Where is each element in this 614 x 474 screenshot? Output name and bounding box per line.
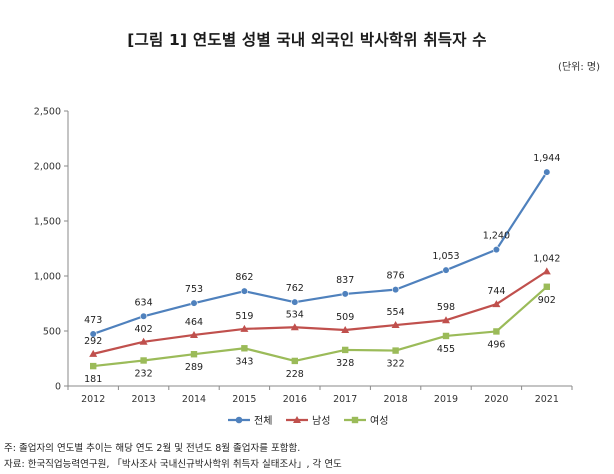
legend-marker	[235, 416, 243, 424]
data-point	[442, 266, 450, 274]
y-tick-label: 0	[55, 382, 61, 393]
data-point	[543, 168, 551, 176]
data-label: 1,053	[432, 251, 459, 262]
data-label: 902	[538, 295, 556, 306]
data-label: 228	[286, 369, 304, 380]
data-point	[140, 357, 147, 364]
data-label: 753	[185, 284, 203, 295]
data-point	[442, 316, 450, 324]
data-point	[341, 290, 349, 298]
y-tick-label: 2,000	[34, 162, 61, 173]
data-label: 837	[336, 275, 354, 286]
source-note: 자료: 한국직업능력연구원, 「박사조사 국내신규박사학위 취득자 실태조사」,…	[4, 459, 342, 470]
data-label: 232	[135, 368, 153, 379]
legend-label: 전체	[254, 415, 272, 427]
data-point	[290, 323, 299, 331]
data-point	[241, 345, 248, 352]
legend-label: 여성	[370, 415, 388, 427]
data-label: 862	[235, 272, 253, 283]
y-tick-label: 1,000	[34, 272, 61, 283]
data-point	[543, 283, 550, 290]
y-tick-label: 500	[43, 327, 61, 338]
chart-axes: 0 500 1,000 1,500 2,000 2,500 2012 2013 2014 2015…	[34, 107, 573, 405]
data-label: 455	[437, 344, 455, 355]
data-point	[291, 298, 299, 306]
data-point	[190, 299, 198, 307]
x-tick-label: 2015	[232, 394, 256, 405]
series-layer	[89, 168, 551, 370]
data-label: 292	[84, 336, 102, 347]
data-labels-layer: 473 634 753 862 762 837 876 1,053 1,240 1,944 292 4…	[84, 153, 560, 385]
data-point	[493, 328, 500, 335]
data-point	[240, 287, 248, 295]
data-label: 634	[135, 297, 153, 308]
series-line-전체	[92, 171, 548, 336]
data-point	[391, 321, 400, 329]
data-point	[342, 346, 349, 354]
legend-marker	[293, 416, 301, 423]
data-point	[291, 357, 298, 365]
x-tick-label: 2020	[484, 394, 508, 405]
data-point	[190, 351, 198, 358]
x-tick-label: 2019	[434, 394, 458, 405]
x-tick-label: 2012	[81, 394, 105, 405]
footnote: 주: 졸업자의 연도별 추이는 해당 연도 2월 및 전년도 8월 졸업자를 포…	[4, 443, 301, 454]
data-label: 496	[487, 339, 505, 350]
unit-label: (단위: 명)	[558, 62, 600, 73]
legend-label: 남성	[312, 415, 330, 427]
data-label: 876	[387, 271, 405, 282]
data-point	[492, 300, 501, 308]
x-tick-label: 2016	[283, 394, 307, 405]
data-label: 762	[286, 283, 304, 294]
x-tick-label: 2021	[535, 394, 559, 405]
data-point	[240, 324, 249, 332]
data-label: 1,240	[483, 231, 510, 242]
legend: 전체 남성 여성	[228, 415, 388, 427]
data-point	[542, 267, 551, 275]
data-point	[442, 332, 450, 340]
data-label: 509	[336, 312, 354, 323]
data-point	[190, 330, 198, 338]
data-label: 322	[387, 359, 405, 370]
data-point	[492, 246, 501, 254]
y-tick-label: 1,500	[34, 217, 61, 228]
chart-title: [그림 1] 연도별 성별 국내 외국인 박사학위 취득자 수	[127, 31, 487, 49]
line-chart: 0 500 1,000 1,500 2,000 2,500 2012 2013 2014 2015…	[34, 107, 573, 427]
series-line-여성	[93, 285, 548, 368]
data-label: 554	[387, 307, 405, 318]
data-label: 464	[185, 317, 203, 328]
data-point	[89, 330, 97, 338]
x-tick-label: 2014	[182, 394, 206, 405]
x-tick-label: 2018	[384, 394, 408, 405]
data-label: 473	[84, 315, 102, 326]
data-label: 1,042	[533, 253, 560, 264]
data-point	[139, 337, 148, 345]
data-label: 343	[235, 356, 253, 367]
x-tick-label: 2017	[333, 394, 357, 405]
data-label: 328	[336, 358, 354, 369]
data-label: 519	[235, 311, 253, 322]
data-label: 1,944	[533, 153, 560, 164]
series-line-남성	[92, 270, 548, 355]
data-point	[140, 312, 148, 320]
data-label: 598	[437, 302, 455, 313]
data-label: 402	[135, 324, 153, 335]
data-label: 289	[185, 362, 203, 373]
data-label: 744	[487, 286, 505, 297]
legend-marker	[351, 416, 359, 424]
data-label: 181	[84, 374, 102, 385]
data-point	[89, 349, 98, 357]
data-point	[392, 286, 400, 294]
y-tick-label: 2,500	[34, 107, 61, 118]
data-point	[90, 362, 97, 370]
x-tick-label: 2013	[132, 394, 156, 405]
data-point	[341, 326, 350, 334]
data-point	[392, 347, 399, 354]
data-label: 534	[286, 309, 304, 320]
